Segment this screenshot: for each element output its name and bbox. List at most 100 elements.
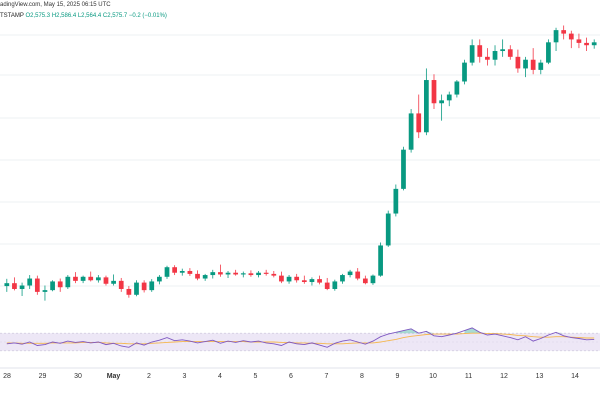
candle-body bbox=[385, 213, 391, 246]
candle bbox=[141, 280, 147, 293]
candle bbox=[4, 278, 10, 292]
candle-body bbox=[515, 56, 521, 69]
candle-body bbox=[157, 276, 162, 282]
x-axis: 28 29 30 May 2 3 4 5 6 7 8 9 10 11 12 13 14 bbox=[0, 367, 600, 400]
candle bbox=[546, 39, 551, 65]
candle-body bbox=[134, 282, 139, 295]
candle-body bbox=[34, 278, 40, 292]
candles-layer bbox=[4, 25, 597, 301]
candle-body bbox=[271, 273, 277, 276]
candle bbox=[393, 184, 399, 217]
x-tick-label: 28 bbox=[3, 373, 11, 380]
candle-body bbox=[485, 56, 490, 60]
x-axis-background bbox=[0, 369, 600, 400]
candle-body bbox=[317, 279, 322, 283]
candle-body bbox=[294, 276, 300, 281]
candle-body bbox=[408, 113, 414, 150]
candle-body bbox=[65, 276, 71, 288]
candle bbox=[347, 269, 353, 278]
candle bbox=[446, 91, 452, 107]
candle-body bbox=[431, 80, 437, 104]
candle bbox=[65, 275, 71, 289]
candle bbox=[591, 39, 597, 49]
candle-body bbox=[210, 272, 216, 276]
candle bbox=[80, 275, 86, 284]
candle bbox=[492, 45, 498, 66]
candle-body bbox=[340, 275, 345, 282]
candle bbox=[103, 275, 109, 286]
candle bbox=[378, 242, 383, 277]
candle-body bbox=[233, 272, 239, 275]
candle bbox=[164, 265, 170, 279]
x-tick-label: 7 bbox=[325, 373, 329, 380]
candle-body bbox=[355, 271, 361, 279]
candle-body bbox=[462, 62, 467, 82]
candle-body bbox=[50, 281, 55, 291]
candle-body bbox=[507, 49, 513, 57]
candle bbox=[57, 278, 63, 292]
close-value: C2,575.7 bbox=[102, 13, 128, 19]
candle-body bbox=[362, 278, 368, 284]
candle bbox=[515, 49, 521, 73]
candle-body bbox=[500, 49, 506, 52]
candle-body bbox=[469, 45, 475, 63]
candle bbox=[126, 286, 132, 298]
candle bbox=[469, 39, 475, 66]
candle bbox=[118, 277, 124, 292]
candle-body bbox=[149, 281, 155, 291]
candle-body bbox=[225, 272, 231, 275]
candle bbox=[271, 270, 277, 278]
x-tick-label: 14 bbox=[571, 373, 579, 380]
x-tick-label: 4 bbox=[218, 373, 222, 380]
candle-body bbox=[477, 45, 483, 57]
candle bbox=[210, 269, 216, 279]
candle-body bbox=[401, 149, 406, 189]
candle-body bbox=[538, 62, 544, 70]
candle-body bbox=[27, 278, 33, 286]
candle-body bbox=[256, 272, 261, 276]
candle bbox=[286, 275, 292, 284]
candle bbox=[19, 282, 25, 296]
candle-body bbox=[439, 100, 444, 104]
candle bbox=[157, 275, 162, 285]
candle-body bbox=[95, 277, 101, 281]
open-value: O2,575.3 bbox=[25, 13, 51, 19]
x-tick-label: 2 bbox=[147, 373, 151, 380]
candle-body bbox=[12, 283, 17, 289]
candle bbox=[34, 275, 40, 295]
candle bbox=[240, 271, 246, 278]
candle-body bbox=[492, 51, 498, 60]
candle bbox=[477, 39, 483, 63]
oscillator-line bbox=[6, 327, 595, 348]
candle bbox=[95, 275, 101, 283]
candle bbox=[584, 37, 589, 52]
candle-body bbox=[591, 42, 597, 46]
candle bbox=[149, 279, 155, 292]
candle-body bbox=[561, 30, 567, 34]
candle bbox=[500, 39, 506, 57]
candle bbox=[218, 264, 223, 277]
candle bbox=[233, 269, 239, 276]
candle bbox=[385, 210, 391, 247]
x-tick-label: 12 bbox=[500, 373, 508, 380]
candle-body bbox=[324, 282, 330, 289]
candle bbox=[507, 45, 513, 60]
candle bbox=[225, 270, 231, 278]
candle-body bbox=[553, 30, 559, 43]
candle-body bbox=[523, 59, 528, 69]
x-tick-label: 10 bbox=[429, 373, 437, 380]
x-tick-label: 29 bbox=[39, 373, 47, 380]
candle bbox=[27, 275, 33, 289]
candle bbox=[172, 265, 177, 276]
x-tick-label: 8 bbox=[360, 373, 364, 380]
x-tick-label: 9 bbox=[396, 373, 400, 380]
candle-body bbox=[446, 94, 452, 101]
candle bbox=[263, 269, 269, 276]
candle-body bbox=[248, 273, 254, 276]
candle-body bbox=[279, 275, 284, 282]
candle bbox=[134, 280, 139, 297]
candle-body bbox=[195, 273, 200, 279]
candle-body bbox=[286, 276, 292, 282]
candle-body bbox=[179, 270, 185, 273]
